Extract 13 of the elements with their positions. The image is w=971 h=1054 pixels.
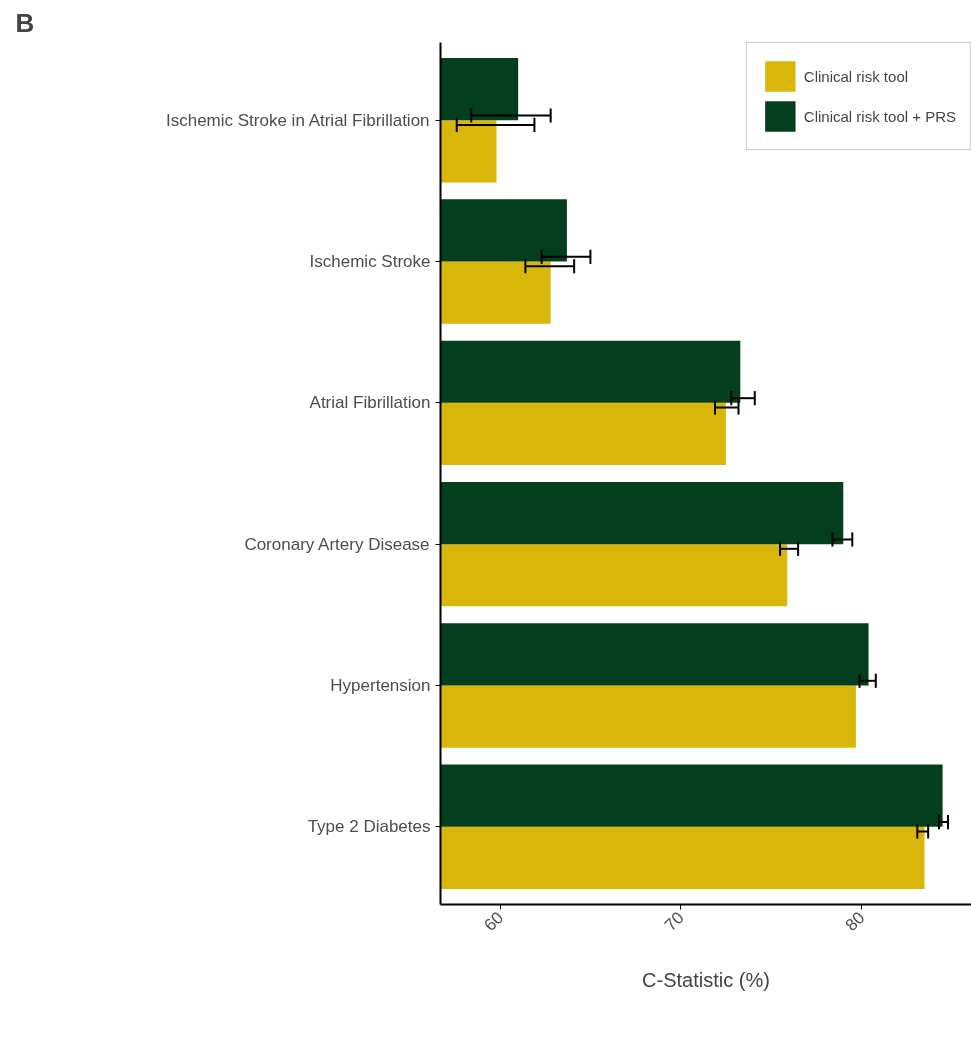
x-tick-label: 70 [660,908,688,935]
y-tick-label: Coronary Artery Disease [244,534,430,554]
x-axis-title: C-Statistic (%) [642,969,770,992]
x-tick-label: 60 [480,908,508,935]
y-tick-label: Type 2 Diabetes [307,817,431,837]
y-tick-label: Ischemic Stroke [309,252,431,272]
y-tick-label: Atrial Fibrillation [309,393,431,413]
legend-label: Clinical risk tool [803,67,909,85]
x-tick-label: 80 [841,908,869,935]
y-tick-label: Ischemic Stroke in Atrial Fibrillation [165,110,430,130]
legend-label: Clinical risk tool + PRS [803,107,956,125]
y-tick-label: Hypertension [330,675,431,695]
text: B [15,7,35,38]
